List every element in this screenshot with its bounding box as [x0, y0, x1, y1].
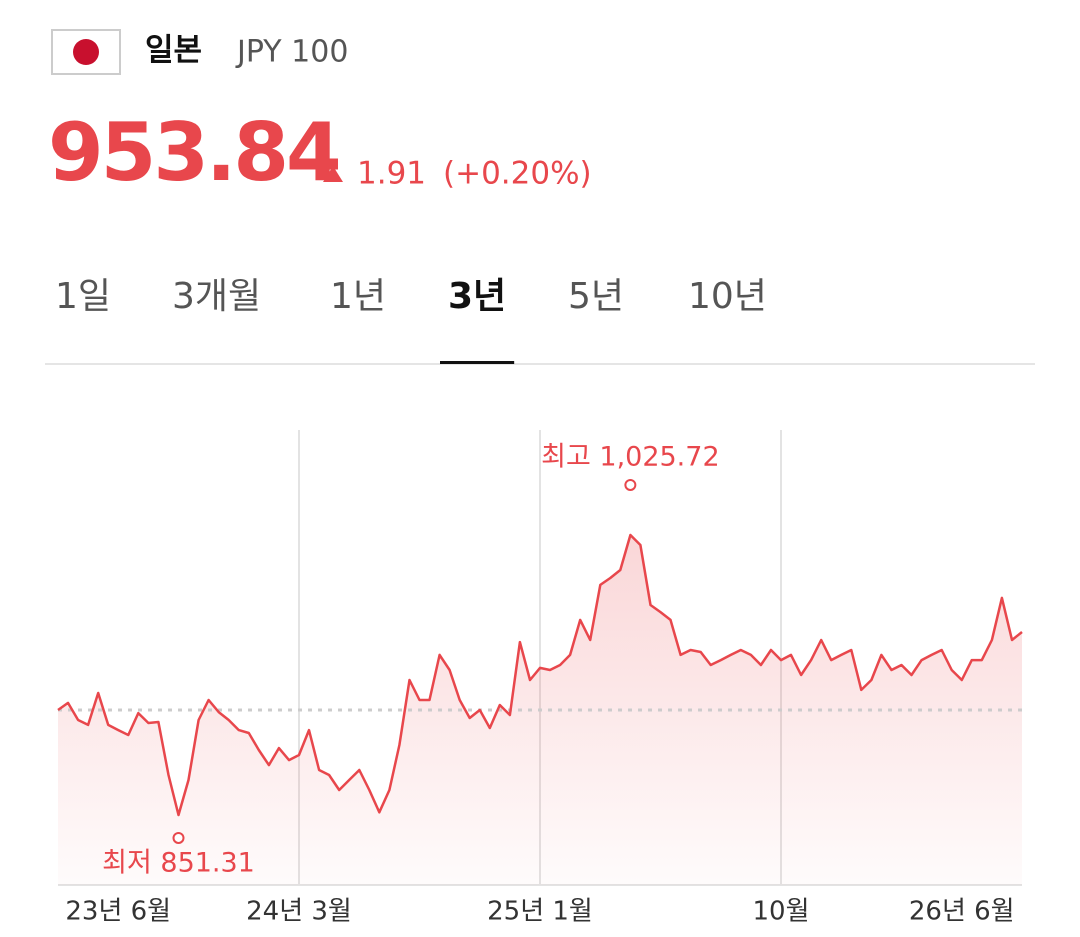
extreme-marker — [624, 478, 637, 491]
tab[interactable]: 1일 — [55, 276, 111, 317]
currency: JPY 100 — [235, 35, 348, 70]
chart: 23년 6월 24년 3월 25년 1월 10월 26년 6월 최고 1,025.72 최저… — [57, 430, 1023, 927]
x-tick-label: 24년 3월 — [246, 897, 352, 927]
tab-underline — [440, 361, 515, 364]
flag-sun — [73, 39, 99, 65]
extreme-label: 최저 851.31 — [102, 847, 255, 878]
x-tick-label: 25년 1월 — [487, 897, 593, 927]
tab[interactable]: 5년 — [568, 276, 624, 317]
change: 1.91 — [357, 156, 426, 192]
tab[interactable]: 10년 — [688, 276, 767, 317]
up-arrow — [323, 166, 343, 182]
extreme-marker — [172, 831, 185, 844]
x-tick-label: 26년 6월 — [909, 897, 1015, 927]
tab[interactable]: 3개월 — [172, 276, 261, 317]
price: 953.84 — [48, 106, 339, 199]
tab[interactable]: 3년 — [448, 276, 506, 317]
line — [57, 533, 1023, 817]
tab-bar: 1일 3개월 1년 3년 5년 10년 — [55, 276, 767, 364]
change-pct: (+0.20%) — [443, 156, 592, 192]
tab[interactable]: 1년 — [330, 276, 386, 317]
x-tick-label: 23년 6월 — [65, 897, 171, 927]
x-tick-label: 10월 — [752, 897, 809, 927]
country: 일본 — [145, 33, 202, 69]
extreme-label: 최고 1,025.72 — [541, 441, 720, 472]
